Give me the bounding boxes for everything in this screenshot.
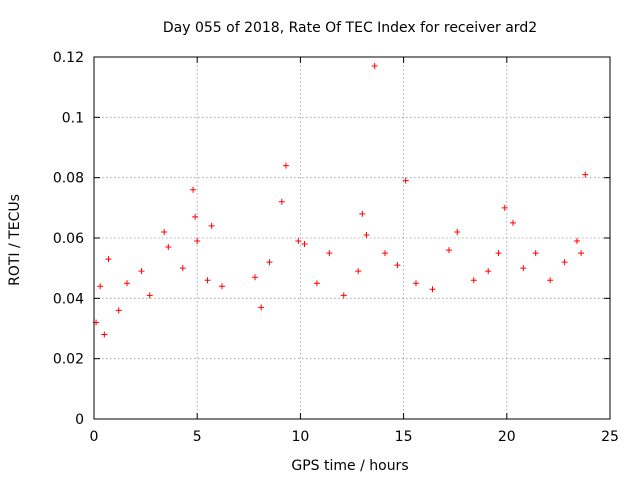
data-point bbox=[412, 280, 419, 287]
data-point bbox=[578, 250, 585, 257]
y-tick-label: 0 bbox=[75, 412, 84, 428]
data-point bbox=[295, 238, 302, 245]
data-point bbox=[509, 219, 516, 226]
data-point bbox=[278, 198, 285, 205]
data-point bbox=[402, 177, 409, 184]
data-point bbox=[266, 259, 273, 266]
x-tick-label: 10 bbox=[291, 429, 309, 445]
grid-lines bbox=[94, 57, 610, 419]
data-point bbox=[251, 274, 258, 281]
x-axis-label: GPS time / hours bbox=[291, 458, 408, 474]
data-point bbox=[161, 228, 168, 235]
data-point bbox=[485, 268, 492, 275]
data-point bbox=[313, 280, 320, 287]
data-point bbox=[179, 265, 186, 272]
data-point bbox=[165, 244, 172, 251]
y-tick-label: 0.02 bbox=[53, 352, 84, 368]
data-point bbox=[470, 277, 477, 284]
data-point bbox=[192, 213, 199, 220]
axis-ticks: 0 5 10 15 20 25 0 0.02 0.04 0.06 0.08 0.1 0.12 bbox=[53, 50, 619, 445]
data-point bbox=[363, 231, 370, 238]
data-point bbox=[382, 250, 389, 257]
data-point bbox=[115, 307, 122, 314]
data-point bbox=[190, 186, 197, 193]
x-tick-label: 15 bbox=[395, 429, 413, 445]
data-points bbox=[93, 63, 589, 338]
y-axis-label: ROTI / TECUs bbox=[7, 194, 23, 286]
x-tick-label: 20 bbox=[498, 429, 516, 445]
x-tick-label: 5 bbox=[193, 429, 202, 445]
data-point bbox=[454, 228, 461, 235]
y-tick-label: 0.12 bbox=[53, 50, 84, 66]
data-point bbox=[105, 256, 112, 263]
x-tick-label: 25 bbox=[601, 429, 619, 445]
data-point bbox=[355, 268, 362, 275]
data-point bbox=[282, 162, 289, 169]
data-point bbox=[394, 262, 401, 269]
data-point bbox=[301, 241, 308, 248]
y-tick-label: 0.04 bbox=[53, 291, 84, 307]
data-point bbox=[371, 63, 378, 70]
y-tick-label: 0.06 bbox=[53, 231, 84, 247]
data-point bbox=[146, 292, 153, 299]
data-point bbox=[446, 247, 453, 254]
y-tick-label: 0.1 bbox=[62, 110, 84, 126]
data-point bbox=[561, 259, 568, 266]
data-point bbox=[138, 268, 145, 275]
data-point bbox=[124, 280, 131, 287]
data-point bbox=[326, 250, 333, 257]
data-point bbox=[495, 250, 502, 257]
data-point bbox=[340, 292, 347, 299]
data-point bbox=[547, 277, 554, 284]
data-point bbox=[573, 238, 580, 245]
data-point bbox=[101, 331, 108, 338]
data-point bbox=[429, 286, 436, 293]
data-point bbox=[204, 277, 211, 284]
data-point bbox=[532, 250, 539, 257]
data-point bbox=[208, 222, 215, 229]
y-tick-label: 0.08 bbox=[53, 171, 84, 187]
data-point bbox=[582, 171, 589, 178]
chart-title: Day 055 of 2018, Rate Of TEC Index for r… bbox=[163, 20, 537, 36]
data-point bbox=[97, 283, 104, 290]
data-point bbox=[194, 238, 201, 245]
data-point bbox=[520, 265, 527, 272]
data-point bbox=[501, 204, 508, 211]
x-tick-label: 0 bbox=[90, 429, 99, 445]
data-point bbox=[218, 283, 225, 290]
data-point bbox=[258, 304, 265, 311]
data-point bbox=[359, 210, 366, 217]
